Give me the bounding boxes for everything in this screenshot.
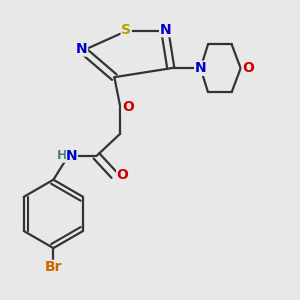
Text: N: N xyxy=(160,22,171,37)
Text: O: O xyxy=(117,168,129,182)
Text: O: O xyxy=(122,100,134,114)
Text: H: H xyxy=(56,149,67,162)
Text: Br: Br xyxy=(45,260,62,274)
Text: S: S xyxy=(121,22,131,37)
Text: N: N xyxy=(195,61,206,75)
Text: O: O xyxy=(242,61,254,75)
Text: N: N xyxy=(66,149,78,163)
Text: N: N xyxy=(76,42,88,56)
